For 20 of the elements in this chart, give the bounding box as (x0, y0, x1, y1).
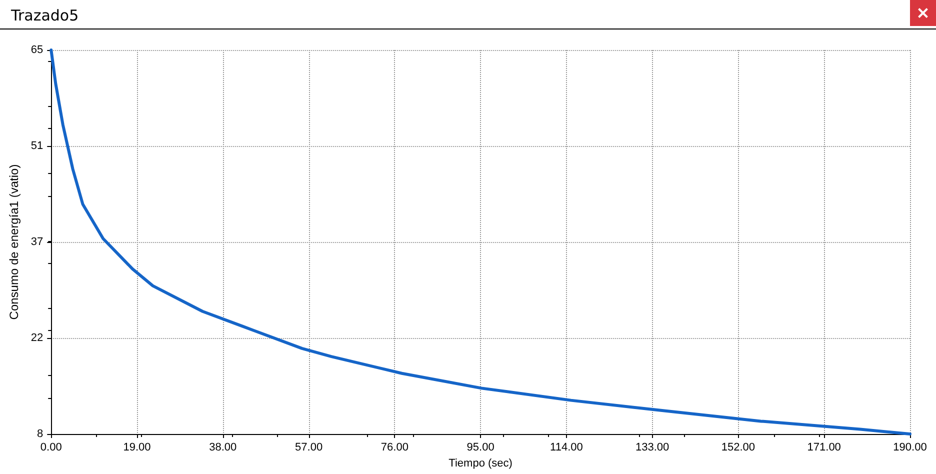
y-tick-label: 22 (30, 332, 44, 344)
x-tick-label: 95.00 (466, 442, 494, 454)
line-series (50, 48, 912, 436)
x-tick-label: 133.00 (636, 442, 670, 454)
y-axis-title: Consumo de energía1 (vatio) (7, 164, 21, 320)
chart-title: Trazado5 (10, 6, 79, 24)
x-tick-label: 0.00 (40, 442, 62, 454)
y-tick-label: 8 (37, 428, 44, 440)
y-tick-label: 37 (30, 236, 44, 248)
x-tick-label: 19.00 (123, 442, 151, 454)
x-axis-title: Tiempo (sec) (448, 458, 512, 470)
x-tick-label: 171.00 (807, 442, 841, 454)
x-tick-label: 76.00 (380, 442, 408, 454)
x-tick-label: 190.00 (893, 442, 927, 454)
x-tick-label: 114.00 (550, 442, 583, 454)
x-tick-label: 57.00 (295, 442, 323, 454)
x-tick-label: 38.00 (209, 442, 237, 454)
x-tick-label: 152.00 (721, 442, 756, 454)
y-tick-label: 51 (30, 140, 44, 152)
y-tick-label: 65 (30, 44, 44, 56)
